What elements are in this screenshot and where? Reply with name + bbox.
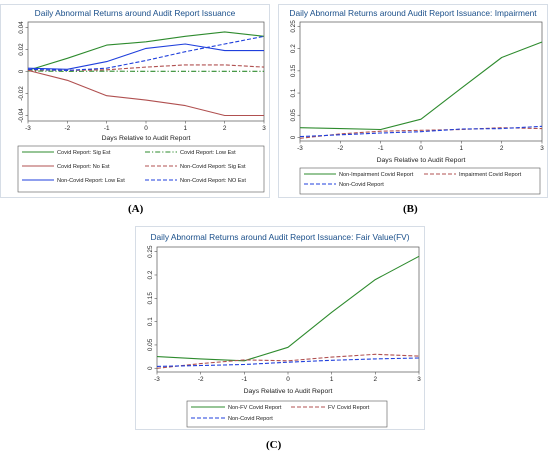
legend-label: FV Covid Report	[328, 405, 370, 411]
y-tick-label: 0.15	[290, 64, 297, 77]
y-tick-label: 0	[18, 69, 25, 73]
panel-b: Daily Abnormal Returns around Audit Repo…	[278, 4, 548, 198]
x-axis-label: Days Relative to Audit Report	[102, 135, 191, 142]
legend-label: Non-Covid Report	[339, 182, 384, 188]
x-tick-label: 0	[286, 376, 290, 383]
x-tick-label: 1	[460, 145, 464, 152]
y-tick-label: 0.15	[147, 292, 154, 305]
legend-box	[299, 167, 541, 195]
y-tick-label: 0	[147, 366, 154, 370]
y-tick-label: 0.02	[18, 43, 25, 56]
series-line-3	[299, 125, 543, 138]
legend-label: Impairment Covid Report	[459, 172, 522, 178]
x-axis-label: Days Relative to Audit Report	[244, 388, 333, 395]
series-line-1	[299, 41, 543, 131]
x-tick-label: 3	[417, 376, 421, 383]
legend-label: Non-Covid Report: Low Est	[57, 178, 125, 184]
chart-frame	[135, 226, 425, 430]
x-tick-label: -1	[378, 145, 384, 152]
series-line-5	[27, 43, 264, 70]
series-line-6	[27, 35, 265, 71]
y-tick-label: 0.05	[290, 109, 297, 122]
y-tick-label: 0.2	[147, 270, 154, 279]
y-tick-label: 0	[290, 135, 297, 139]
chart-frame	[278, 4, 548, 198]
x-axis-label: Days Relative to Audit Report	[377, 157, 466, 164]
chart-b: Daily Abnormal Returns around Audit Repo…	[278, 4, 548, 198]
series-line-1	[27, 31, 265, 71]
x-tick-label: -3	[25, 125, 31, 132]
x-tick-label: 0	[419, 145, 423, 152]
x-tick-label: -2	[64, 125, 70, 132]
legend-label: Non-FV Covid Report	[228, 405, 282, 411]
chart-c: Daily Abnormal Returns around Audit Repo…	[135, 226, 425, 430]
x-tick-label: -2	[198, 376, 204, 383]
series-line-2	[299, 127, 543, 139]
x-tick-label: 3	[262, 125, 266, 132]
x-tick-label: 0	[144, 125, 148, 132]
legend-label: Covid Report: Sig Est	[57, 150, 111, 156]
y-tick-label: -0.02	[18, 86, 25, 101]
y-tick-label: -0.04	[18, 108, 25, 123]
legend-box	[17, 145, 265, 193]
x-tick-label: 2	[500, 145, 504, 152]
series-line-3	[27, 69, 264, 117]
x-tick-label: -3	[297, 145, 303, 152]
series-line-1	[156, 255, 420, 362]
y-tick-label: 0.2	[290, 44, 297, 53]
y-tick-label: 0.05	[147, 338, 154, 351]
caption-c: (C)	[266, 439, 282, 451]
x-tick-label: 1	[330, 376, 334, 383]
x-tick-label: 2	[223, 125, 227, 132]
series-line-3	[156, 357, 420, 367]
legend-label: Non-Covid Report	[228, 416, 273, 422]
x-tick-label: -1	[104, 125, 110, 132]
legend-label: Covid Report: Low Est	[180, 150, 236, 156]
chart-title: Daily Abnormal Returns around Audit Repo…	[35, 8, 236, 18]
legend-label: Covid Report: No Est	[57, 164, 110, 170]
panel-a: Daily Abnormal Returns around Audit Repo…	[0, 4, 270, 198]
x-tick-label: -1	[241, 376, 247, 383]
x-tick-label: -3	[154, 376, 160, 383]
legend-box	[186, 400, 388, 428]
x-tick-label: 3	[540, 145, 544, 152]
y-tick-label: 0.25	[290, 20, 297, 33]
legend-label: Non-Impairment Covid Report	[339, 172, 414, 178]
chart-title: Daily Abnormal Returns around Audit Repo…	[150, 232, 409, 242]
legend-label: Non-Covid Report: NO Est	[180, 178, 246, 184]
panel-c: Daily Abnormal Returns around Audit Repo…	[135, 226, 425, 430]
chart-a: Daily Abnormal Returns around Audit Repo…	[0, 4, 270, 198]
legend-label: Non-Covid Report: Sig Est	[180, 164, 246, 170]
y-tick-label: 0.1	[147, 317, 154, 326]
x-tick-label: 1	[184, 125, 188, 132]
y-tick-label: 0.1	[290, 88, 297, 97]
series-line-2	[156, 353, 420, 369]
caption-a: (A)	[128, 203, 144, 215]
x-tick-label: 2	[374, 376, 378, 383]
chart-title: Daily Abnormal Returns around Audit Repo…	[289, 8, 537, 18]
y-tick-label: 0.04	[18, 21, 25, 34]
x-tick-label: -2	[337, 145, 343, 152]
caption-b: (B)	[403, 203, 418, 215]
y-tick-label: 0.25	[147, 245, 154, 258]
